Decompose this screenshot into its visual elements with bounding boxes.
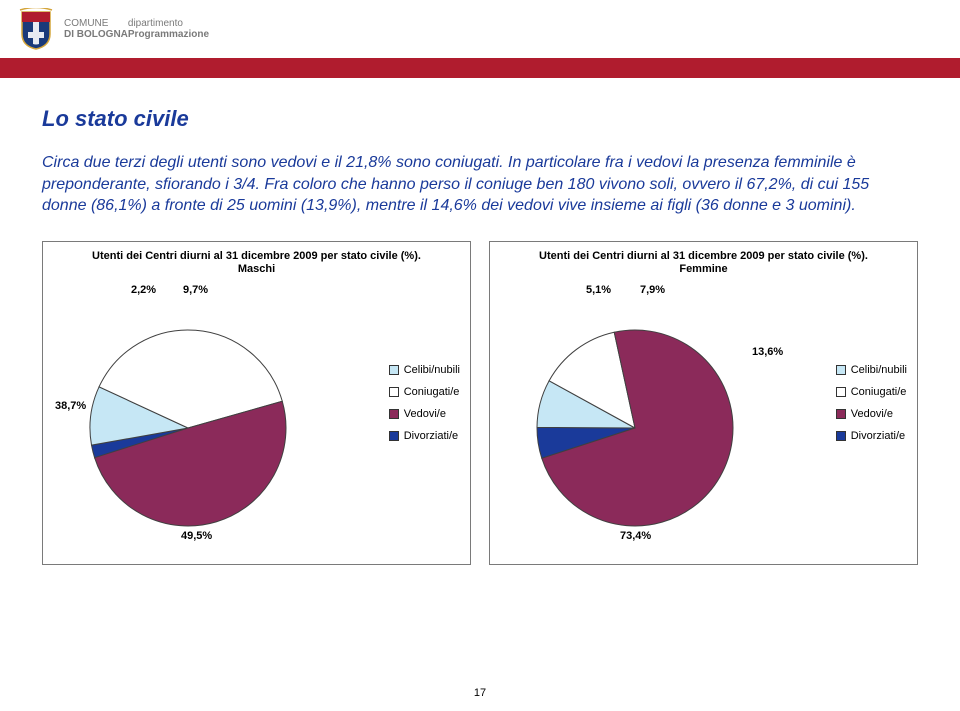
chart-maschi-title: Utenti dei Centri diurni al 31 dicembre … xyxy=(53,250,460,276)
legend-item-celibi: Celibi/nubili xyxy=(389,364,460,376)
org-line2: DI BOLOGNA xyxy=(64,29,128,40)
header-labels: COMUNE DI BOLOGNA dipartimento Programma… xyxy=(64,18,209,40)
body-text: Circa due terzi degli utenti sono vedovi… xyxy=(42,152,912,217)
charts-row: Utenti dei Centri diurni al 31 dicembre … xyxy=(42,241,918,565)
legend-item-coniugati: Coniugati/e xyxy=(836,386,907,398)
header: COMUNE DI BOLOGNA dipartimento Programma… xyxy=(0,0,960,78)
legend-label-coniugati: Coniugati/e xyxy=(851,386,907,398)
legend-swatch-coniugati xyxy=(389,387,399,397)
pie-label-coniugati: 38,7% xyxy=(55,400,86,412)
crest-icon xyxy=(18,8,54,50)
legend-femmine: Celibi/nubili Coniugati/e Vedovi/e Divorzia… xyxy=(836,364,907,442)
legend-label-divorziati: Divorziati/e xyxy=(404,430,458,442)
legend-item-divorziati: Divorziati/e xyxy=(836,430,907,442)
page-title: Lo stato civile xyxy=(42,106,918,132)
legend-item-divorziati: Divorziati/e xyxy=(389,430,460,442)
legend-swatch-celibi xyxy=(836,365,846,375)
legend-swatch-divorziati xyxy=(389,431,399,441)
pie-label-divorziati: 5,1% xyxy=(586,284,611,296)
legend-item-vedovi: Vedovi/e xyxy=(836,408,907,420)
legend-label-celibi: Celibi/nubili xyxy=(404,364,460,376)
dept-line2: Programmazione xyxy=(128,29,209,40)
org-line1: COMUNE xyxy=(64,18,128,29)
legend-label-vedovi: Vedovi/e xyxy=(404,408,446,420)
legend-label-divorziati: Divorziati/e xyxy=(851,430,905,442)
legend-item-celibi: Celibi/nubili xyxy=(836,364,907,376)
pie-label-coniugati: 13,6% xyxy=(752,346,783,358)
legend-label-celibi: Celibi/nubili xyxy=(851,364,907,376)
content: Lo stato civile Circa due terzi degli ut… xyxy=(0,78,960,565)
chart-maschi: Utenti dei Centri diurni al 31 dicembre … xyxy=(42,241,471,565)
page-number: 17 xyxy=(0,687,960,699)
legend-item-vedovi: Vedovi/e xyxy=(389,408,460,420)
legend-swatch-vedovi xyxy=(389,409,399,419)
pie-label-celibi: 7,9% xyxy=(640,284,665,296)
chart-femmine: Utenti dei Centri diurni al 31 dicembre … xyxy=(489,241,918,565)
pie-label-vedovi: 49,5% xyxy=(181,530,212,542)
legend-swatch-divorziati xyxy=(836,431,846,441)
legend-label-coniugati: Coniugati/e xyxy=(404,386,460,398)
header-top: COMUNE DI BOLOGNA dipartimento Programma… xyxy=(0,0,960,58)
legend-maschi: Celibi/nubili Coniugati/e Vedovi/e Divorzia… xyxy=(389,364,460,442)
legend-swatch-celibi xyxy=(389,365,399,375)
legend-swatch-coniugati xyxy=(836,387,846,397)
dept-line1: dipartimento xyxy=(128,18,209,29)
header-band xyxy=(0,58,960,78)
legend-item-coniugati: Coniugati/e xyxy=(389,386,460,398)
pie-label-divorziati: 2,2% xyxy=(131,284,156,296)
chart-femmine-title: Utenti dei Centri diurni al 31 dicembre … xyxy=(500,250,907,276)
pie-label-celibi: 9,7% xyxy=(183,284,208,296)
legend-label-vedovi: Vedovi/e xyxy=(851,408,893,420)
pie-label-vedovi: 73,4% xyxy=(620,530,651,542)
legend-swatch-vedovi xyxy=(836,409,846,419)
